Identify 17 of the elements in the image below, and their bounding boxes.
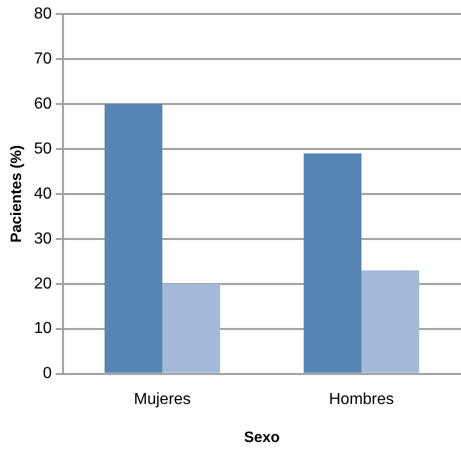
y-tick-label: 70 xyxy=(34,50,52,68)
x-tick-label: Mujeres xyxy=(134,390,191,408)
bar xyxy=(104,104,162,373)
y-tick-label: 80 xyxy=(34,5,52,22)
y-tick-label: 50 xyxy=(34,140,52,158)
x-axis-title: Sexo xyxy=(244,429,280,446)
y-tick-label: 20 xyxy=(34,275,52,292)
y-tick-label: 30 xyxy=(34,230,52,248)
x-tick-label: Hombres xyxy=(328,390,394,408)
bar xyxy=(162,284,220,373)
bar xyxy=(361,270,420,373)
y-tick-label: 60 xyxy=(34,95,52,112)
y-axis-title: Pacientes (%) xyxy=(8,145,26,243)
y-tick-label: 0 xyxy=(42,365,52,382)
y-tick-label: 40 xyxy=(34,185,52,202)
y-tick-label: 10 xyxy=(34,320,52,338)
bar xyxy=(304,153,362,373)
